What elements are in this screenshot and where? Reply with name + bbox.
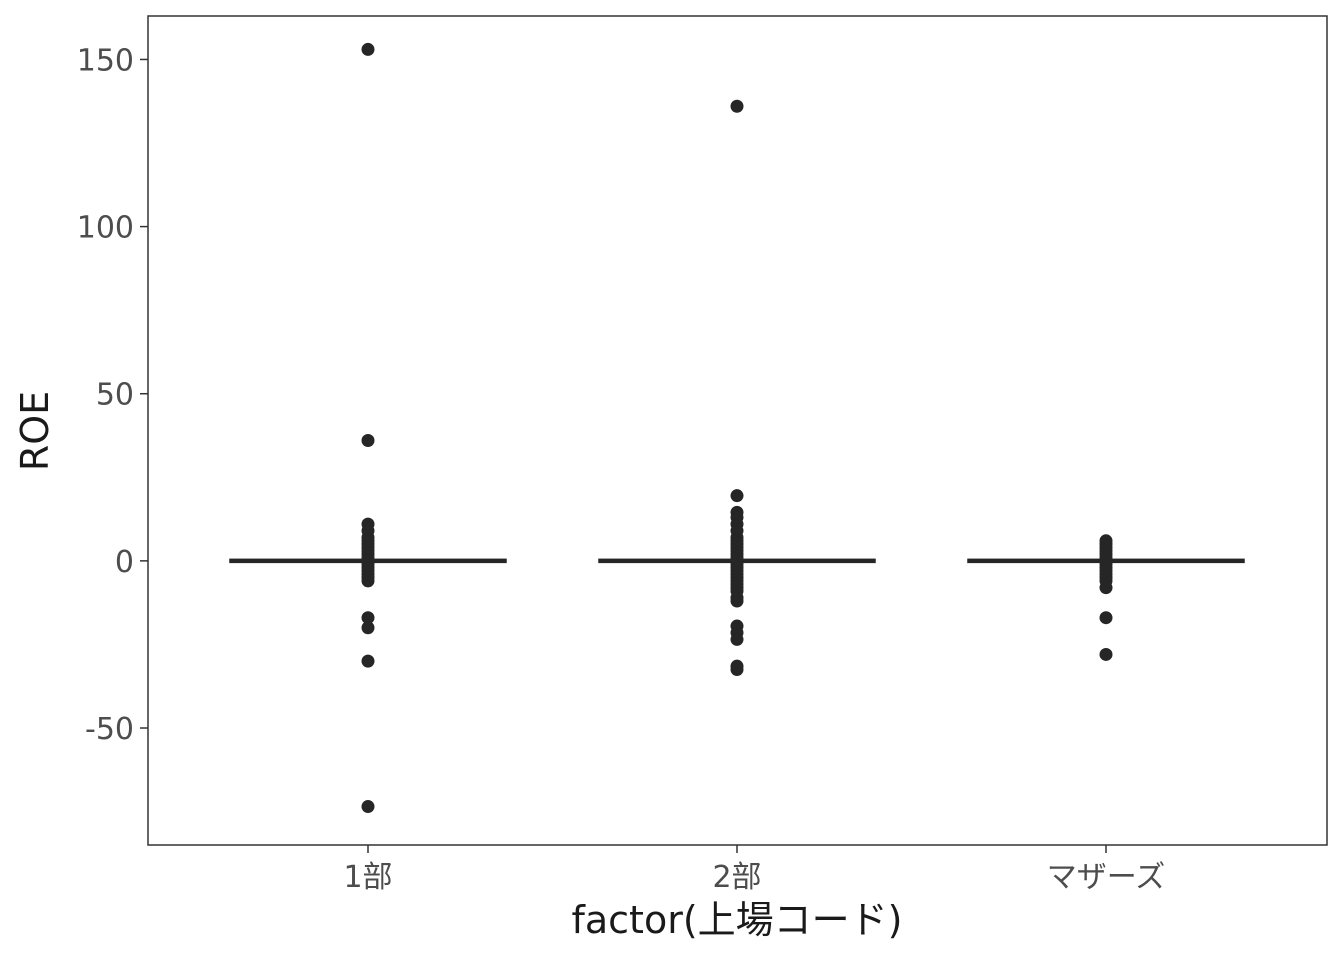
outlier-point — [1099, 581, 1113, 595]
box-3 — [967, 534, 1245, 661]
outlier-point — [361, 574, 375, 588]
outlier-point — [730, 594, 744, 608]
outlier-point — [730, 489, 744, 503]
outlier-point — [361, 434, 375, 448]
y-tick-label: 100 — [77, 211, 134, 246]
outlier-point — [730, 632, 744, 646]
x-tick-label: 1部 — [343, 860, 392, 895]
x-tick-label: 2部 — [712, 860, 761, 895]
outlier-point — [1099, 647, 1113, 661]
outlier-point — [361, 42, 375, 56]
box-group — [229, 42, 1245, 814]
x-axis-title: factor(上場コード) — [572, 898, 903, 942]
y-tick-label: 150 — [77, 43, 134, 78]
outlier-point — [730, 99, 744, 113]
x-axis: 1部 2部 マザーズ — [343, 845, 1165, 895]
outlier-point — [361, 654, 375, 668]
outlier-point — [361, 611, 375, 625]
box-1 — [229, 42, 507, 814]
outlier-point — [1099, 611, 1113, 625]
y-tick-label: -50 — [85, 712, 134, 747]
outlier-point — [730, 663, 744, 677]
plot-panel — [147, 15, 1328, 846]
y-axis-title: ROE — [13, 391, 57, 471]
y-axis: -50 0 50 100 150 — [77, 43, 148, 747]
outlier-point — [361, 621, 375, 635]
y-tick-label: 50 — [96, 378, 134, 413]
x-tick-label: マザーズ — [1047, 860, 1166, 895]
outlier-point — [361, 800, 375, 814]
box-2 — [598, 99, 876, 677]
y-tick-label: 0 — [115, 545, 134, 580]
